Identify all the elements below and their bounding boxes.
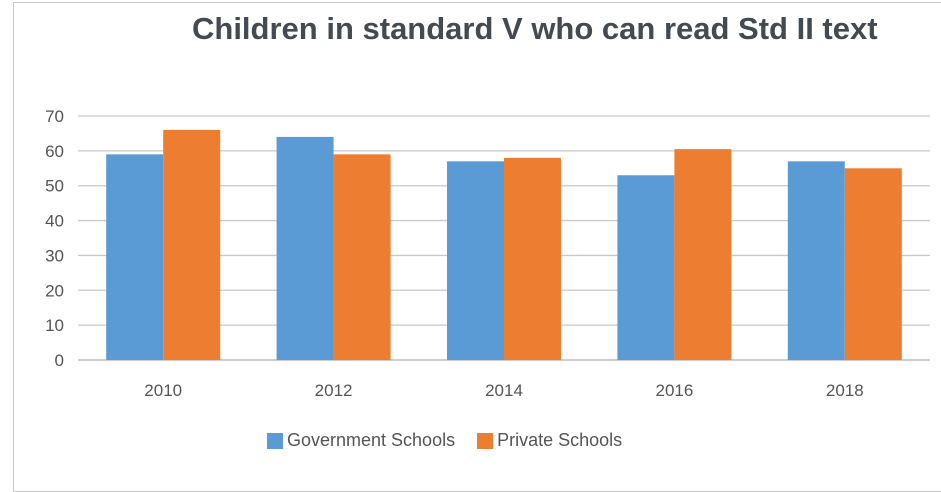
bar-private-2012 [333, 154, 391, 360]
legend-swatch-government [267, 432, 283, 449]
legend-item-government: Government Schools [267, 430, 455, 451]
y-tick-label: 30 [45, 246, 64, 265]
x-tick-label: 2010 [144, 381, 182, 400]
bar-chart: 0 10 20 30 40 50 60 70 2010 2012 2014 2016 2018 [45, 107, 930, 400]
legend-item-private: Private Schools [477, 430, 622, 451]
bar-government-2016 [617, 175, 675, 360]
y-tick-label: 10 [45, 316, 64, 335]
y-tick-label: 50 [45, 177, 64, 196]
y-tick-label: 0 [55, 351, 64, 370]
y-tick-label: 70 [45, 107, 64, 126]
bar-private-2010 [163, 129, 221, 360]
y-tick-label: 20 [45, 281, 64, 300]
bar-private-2014 [504, 157, 561, 360]
bar-private-2018 [844, 168, 902, 360]
x-axis-ticks: 2010 2012 2014 2016 2018 [144, 381, 863, 400]
bar-government-2014 [447, 161, 504, 360]
legend-label-government: Government Schools [287, 430, 456, 450]
x-tick-label: 2016 [655, 381, 693, 400]
bar-government-2012 [276, 136, 334, 360]
y-axis-ticks: 0 10 20 30 40 50 60 70 [45, 107, 64, 370]
bars [106, 129, 902, 360]
bar-government-2018 [787, 161, 845, 360]
bar-government-2010 [106, 154, 164, 360]
x-tick-label: 2012 [315, 381, 353, 400]
legend: Government Schools Private Schools [267, 430, 644, 451]
bar-private-2016 [674, 149, 732, 360]
y-tick-label: 40 [45, 212, 64, 231]
x-tick-label: 2018 [826, 381, 864, 400]
legend-swatch-private [477, 432, 494, 449]
x-tick-label: 2014 [485, 381, 523, 400]
chart-title: Children in standard V who can read Std … [192, 11, 878, 46]
y-tick-label: 60 [45, 142, 64, 161]
legend-label-private: Private Schools [497, 430, 623, 450]
